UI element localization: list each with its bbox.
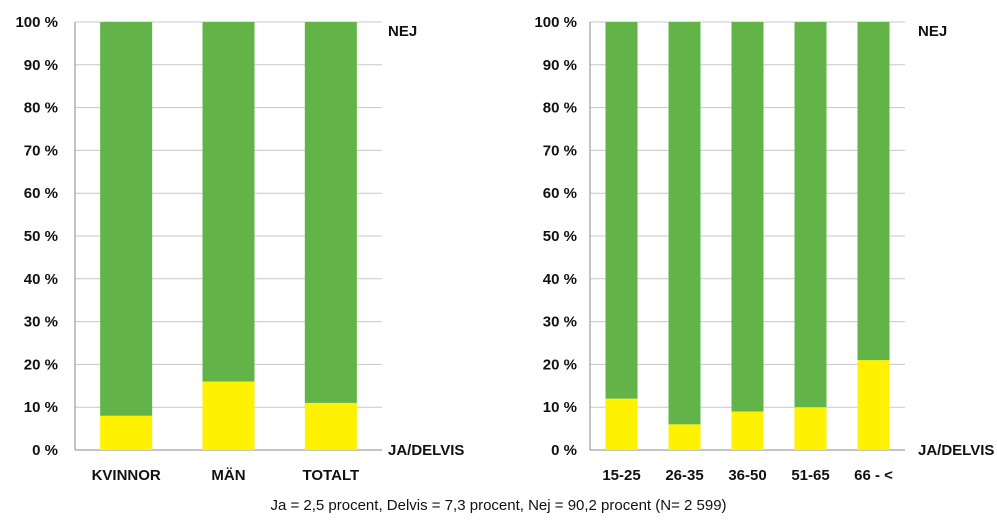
chart-2: 0 % 10 % 20 % 30 % 40 % 50 % 60 % 70 % 80 % 90 % 1… (534, 14, 994, 484)
bar-segment-nej (794, 22, 827, 408)
x-tick-label: 66 - < (854, 467, 893, 484)
series-label-ja-delvis: JA/DELVIS (388, 442, 464, 459)
bar-segment-nej (668, 22, 701, 425)
bar-segment-ja-delvis (731, 411, 764, 450)
x-tick-label: 15-25 (602, 467, 640, 484)
y-tick-label: 50 % (543, 228, 577, 245)
y-tick-label: 60 % (543, 185, 577, 202)
series-label-nej: NEJ (388, 23, 417, 40)
y-tick-label: 50 % (24, 228, 58, 245)
x-tick-label: 51-65 (791, 467, 829, 484)
bar-segment-ja-delvis (668, 424, 701, 450)
y-tick-label: 100 % (534, 14, 577, 31)
x-tick-label: TOTALT (303, 467, 360, 484)
bar-segment-nej (605, 22, 638, 399)
y-tick-label: 20 % (24, 356, 58, 373)
y-tick-label: 80 % (24, 100, 58, 117)
y-tick-label: 100 % (15, 14, 58, 31)
y-tick-label: 20 % (543, 356, 577, 373)
chart-1: 0 % 10 % 20 % 30 % 40 % 50 % 60 % 70 % 80 % 90 % 1… (15, 14, 464, 484)
bar-segment-ja-delvis (857, 360, 890, 450)
y-tick-label: 90 % (543, 57, 577, 74)
bar-segment-ja-delvis (605, 398, 638, 450)
x-tick-label: KVINNOR (92, 467, 161, 484)
bar-segment-nej (731, 22, 764, 412)
y-tick-label: 70 % (24, 142, 58, 159)
x-tick-label: 26-35 (665, 467, 703, 484)
y-tick-label: 30 % (24, 314, 58, 331)
y-tick-label: 40 % (24, 271, 58, 288)
bar-segment-nej (202, 22, 255, 382)
footnote: Ja = 2,5 procent, Delvis = 7,3 procent, … (270, 497, 727, 514)
y-tick-label: 90 % (24, 57, 58, 74)
x-tick-label: 36-50 (728, 467, 766, 484)
y-tick-label: 80 % (543, 100, 577, 117)
y-tick-label: 0 % (32, 442, 58, 459)
series-label-ja-delvis: JA/DELVIS (918, 442, 994, 459)
y-tick-label: 70 % (543, 142, 577, 159)
bar-segment-ja-delvis (794, 407, 827, 450)
y-tick-label: 60 % (24, 185, 58, 202)
bar-segment-ja-delvis (202, 381, 255, 450)
y-tick-label: 10 % (543, 399, 577, 416)
bar-segment-ja-delvis (304, 402, 357, 450)
series-label-nej: NEJ (918, 23, 947, 40)
y-tick-label: 10 % (24, 399, 58, 416)
y-tick-label: 0 % (551, 442, 577, 459)
y-tick-label: 40 % (543, 271, 577, 288)
bar-segment-nej (304, 22, 357, 403)
bar-segment-ja-delvis (100, 415, 153, 450)
bar-segment-nej (857, 22, 890, 361)
x-tick-label: MÄN (211, 467, 245, 484)
y-tick-label: 30 % (543, 314, 577, 331)
bar-segment-nej (100, 22, 153, 416)
